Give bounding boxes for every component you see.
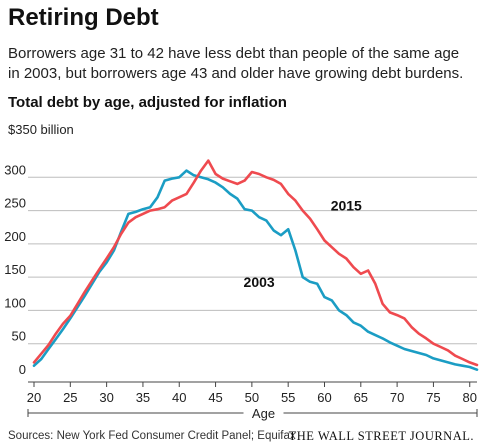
publisher-logo: THE WALL STREET JOURNAL. [288, 429, 474, 443]
chart-heading: Total debt by age, adjusted for inflatio… [8, 94, 287, 111]
series-label-2015: 2015 [331, 198, 362, 214]
x-tick-label: 70 [390, 390, 404, 405]
x-tick-label: 50 [245, 390, 259, 405]
x-tick-label: 45 [208, 390, 222, 405]
title-bar: Retiring Debt [0, 0, 480, 40]
y-tick-label: 150 [4, 262, 26, 277]
x-axis-ticks: 20 25 30 35 40 45 50 55 60 65 70 75 80 [27, 382, 477, 405]
grid [28, 176, 477, 383]
source-note: Sources: New York Fed Consumer Credit Pa… [8, 430, 296, 442]
series-label-2003: 2003 [244, 274, 275, 290]
x-tick-label: 80 [463, 390, 477, 405]
series-labels: 2003 2015 [244, 198, 363, 291]
chart-subtitle: Borrowers age 31 to 42 have less debt th… [8, 45, 464, 82]
x-tick-label: 65 [354, 390, 368, 405]
chart-title: Retiring Debt [8, 4, 159, 31]
x-tick-label: 30 [99, 390, 113, 405]
y-unit-label: $350 billion [8, 122, 74, 137]
y-tick-label: 200 [4, 229, 26, 244]
y-tick-label: 250 [4, 196, 26, 211]
x-tick-label: 25 [63, 390, 77, 405]
x-tick-label: 55 [281, 390, 295, 405]
x-tick-label: 40 [172, 390, 186, 405]
y-tick-label: 100 [4, 295, 26, 310]
line-chart: 0 50 100 150 200 250 300 20 25 30 35 40 45 50 55 60 65 7… [4, 159, 479, 421]
series-line-2003 [32, 169, 479, 372]
y-tick-label: 0 [19, 362, 26, 377]
x-tick-label: 35 [136, 390, 150, 405]
x-tick-label: 60 [317, 390, 331, 405]
x-tick-label: 20 [27, 390, 41, 405]
x-axis-title: Age [252, 406, 275, 421]
series-lines [32, 159, 479, 372]
x-tick-label: 75 [426, 390, 440, 405]
x-axis-title-group: Age [27, 406, 478, 421]
y-tick-label: 300 [4, 162, 26, 177]
series-line-2015 [32, 159, 479, 367]
y-axis-ticks: 0 50 100 150 200 250 300 [4, 162, 26, 377]
y-tick-label: 50 [12, 329, 26, 344]
